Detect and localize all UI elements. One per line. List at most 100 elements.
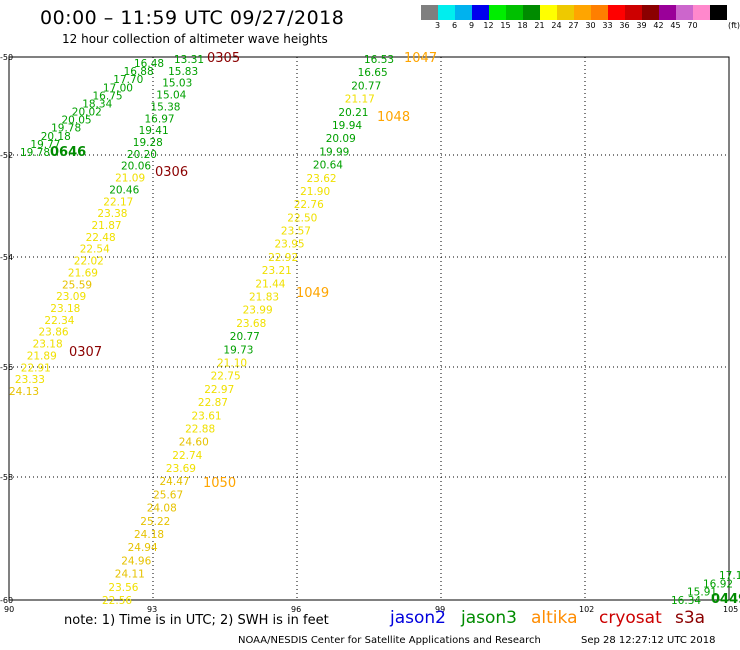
color-scale-label: 24	[551, 21, 562, 30]
color-swatch	[557, 5, 574, 20]
wave-height-value: 23.62	[307, 173, 337, 185]
wave-height-value: 16.34	[671, 595, 701, 607]
pass-id-label: 0305	[207, 51, 240, 66]
lat-tick-label: -56	[0, 363, 13, 372]
lon-tick-label: 90	[4, 605, 14, 614]
track-points: 16.4816.8817.7017.0016.7518.3420.0220.05…	[9, 54, 740, 607]
pass-id-label: 1050	[203, 476, 236, 491]
color-swatch	[676, 5, 693, 20]
legend-jason3: jason3	[461, 608, 517, 628]
pass-id-label: 0307	[69, 345, 102, 360]
color-scale-unit: (ft)	[728, 21, 740, 30]
color-swatch	[489, 5, 506, 20]
color-label-spacer	[421, 21, 429, 30]
color-swatch	[710, 5, 727, 20]
wave-height-value: 22.97	[204, 384, 234, 396]
color-swatch	[591, 5, 608, 20]
wave-height-value: 23.57	[281, 226, 311, 238]
color-scale-label: 33	[602, 21, 613, 30]
wave-height-value: 19.41	[139, 125, 169, 137]
wave-height-value: 23.18	[50, 303, 80, 315]
wave-height-value: 19.78	[20, 147, 50, 159]
wave-height-value: 25.22	[140, 516, 170, 528]
axis-labels: 90 93 96 99 102 105 -50 -52 -54 -56 -58 -60	[0, 53, 738, 614]
color-swatch	[693, 5, 710, 20]
wave-height-value: 25.59	[62, 279, 92, 291]
color-scale-label: 6	[451, 21, 458, 30]
color-scale-label: 30	[585, 21, 596, 30]
wave-height-value: 20.05	[62, 115, 92, 127]
color-swatch	[438, 5, 455, 20]
wave-height-value: 24.18	[134, 529, 164, 541]
wave-height-value: 13.31	[174, 54, 204, 66]
track-id-labels: 0305 0646 0306 0307 1047 1048 1049 1050 0449	[50, 51, 740, 607]
color-scale-label: 12	[483, 21, 494, 30]
wave-height-value: 16.53	[364, 54, 394, 66]
wave-height-value: 19.28	[133, 137, 163, 149]
color-scale-label: 18	[517, 21, 528, 30]
wave-height-value: 19.77	[30, 139, 60, 151]
legend-altika: altika	[531, 608, 578, 628]
legend-cryosat: cryosat	[599, 608, 662, 628]
legend-s3a: s3a	[675, 608, 706, 628]
wave-height-value: 24.11	[115, 569, 145, 581]
wave-height-value: 20.20	[127, 149, 157, 161]
color-scale-label: 27	[568, 21, 579, 30]
wave-height-value: 19.78	[51, 123, 81, 135]
lat-tick-label: -60	[0, 596, 13, 605]
wave-height-value: 21.69	[68, 267, 98, 279]
wave-height-value: 23.95	[275, 239, 305, 251]
wave-height-value: 23.61	[192, 410, 222, 422]
color-scale-label: 70	[687, 21, 698, 30]
lat-tick-label: -50	[0, 53, 13, 62]
page-title: 00:00 – 11:59 UTC 09/27/2018	[40, 7, 345, 29]
wave-height-value: 16.65	[358, 67, 388, 79]
lon-tick-label: 105	[723, 605, 738, 614]
wave-height-value: 15.91	[687, 587, 717, 599]
wave-height-value: 24.96	[121, 555, 151, 567]
wave-height-value: 23.99	[243, 305, 273, 317]
color-scale-labels: 3 6 9 12 15 18 21 24 27 30 33 36 39 42 45 70	[421, 21, 701, 30]
wave-height-value: 23.68	[236, 318, 266, 330]
wave-height-value: 23.56	[108, 582, 138, 594]
wave-height-value: 21.89	[27, 350, 57, 362]
wave-height-value: 20.77	[351, 80, 381, 92]
wave-height-value: 17.00	[103, 82, 133, 94]
wave-height-value: 22.91	[21, 362, 51, 374]
pass-id-label: 1049	[296, 286, 329, 301]
wave-height-value: 21.90	[300, 186, 330, 198]
color-swatch	[574, 5, 591, 20]
color-swatch	[540, 5, 557, 20]
wave-height-value: 17.70	[113, 74, 143, 86]
wave-height-value: 22.02	[74, 256, 104, 268]
wave-height-value: 23.33	[15, 374, 45, 386]
wave-height-value: 16.88	[124, 66, 154, 78]
wave-height-value: 21.17	[345, 94, 375, 106]
wave-height-value: 15.03	[162, 78, 192, 90]
color-swatch	[455, 5, 472, 20]
pass-id-label: 0306	[155, 165, 188, 180]
color-scale-label: 45	[670, 21, 681, 30]
wave-height-value: 21.83	[249, 292, 279, 304]
color-swatch	[608, 5, 625, 20]
wave-height-value: 23.69	[166, 463, 196, 475]
wave-height-value: 22.50	[287, 212, 317, 224]
wave-height-value: 22.88	[185, 424, 215, 436]
wave-height-value: 17.1	[719, 570, 740, 582]
wave-height-value: 16.75	[93, 90, 123, 102]
wave-height-value: 20.09	[326, 133, 356, 145]
color-swatch	[642, 5, 659, 20]
color-scale-bar	[421, 5, 727, 20]
wave-height-value: 24.08	[147, 503, 177, 515]
wave-height-value: 20.21	[338, 107, 368, 119]
wave-height-value: 24.47	[160, 476, 190, 488]
wave-height-value: 22.54	[80, 244, 110, 256]
color-swatch	[625, 5, 642, 20]
wave-height-value: 23.09	[56, 291, 86, 303]
credit-line: NOAA/NESDIS Center for Satellite Applica…	[238, 635, 541, 646]
wave-height-value: 20.02	[72, 107, 102, 119]
color-swatch	[506, 5, 523, 20]
wave-height-value: 24.94	[128, 542, 158, 554]
lon-tick-label: 93	[147, 605, 157, 614]
